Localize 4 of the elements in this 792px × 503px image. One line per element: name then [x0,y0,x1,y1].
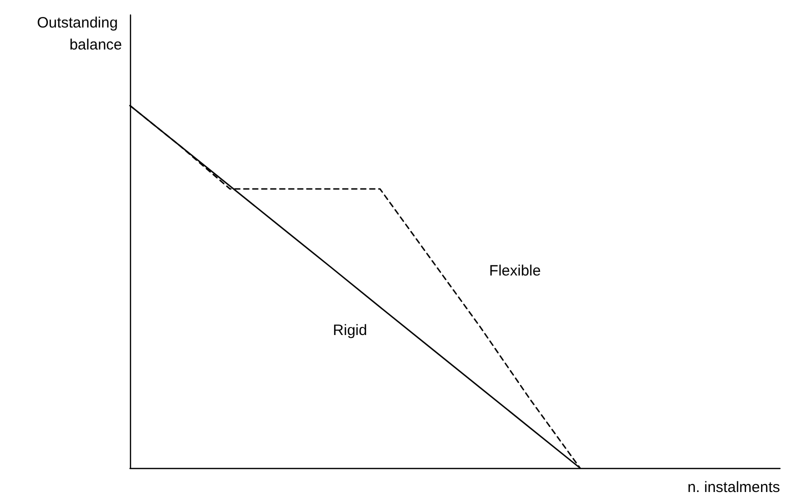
x-axis-title: n. instalments [687,479,780,496]
y-axis-title: Outstanding balance [36,14,122,54]
text: Flexible [489,262,541,280]
series-label: Rigid [332,322,368,339]
